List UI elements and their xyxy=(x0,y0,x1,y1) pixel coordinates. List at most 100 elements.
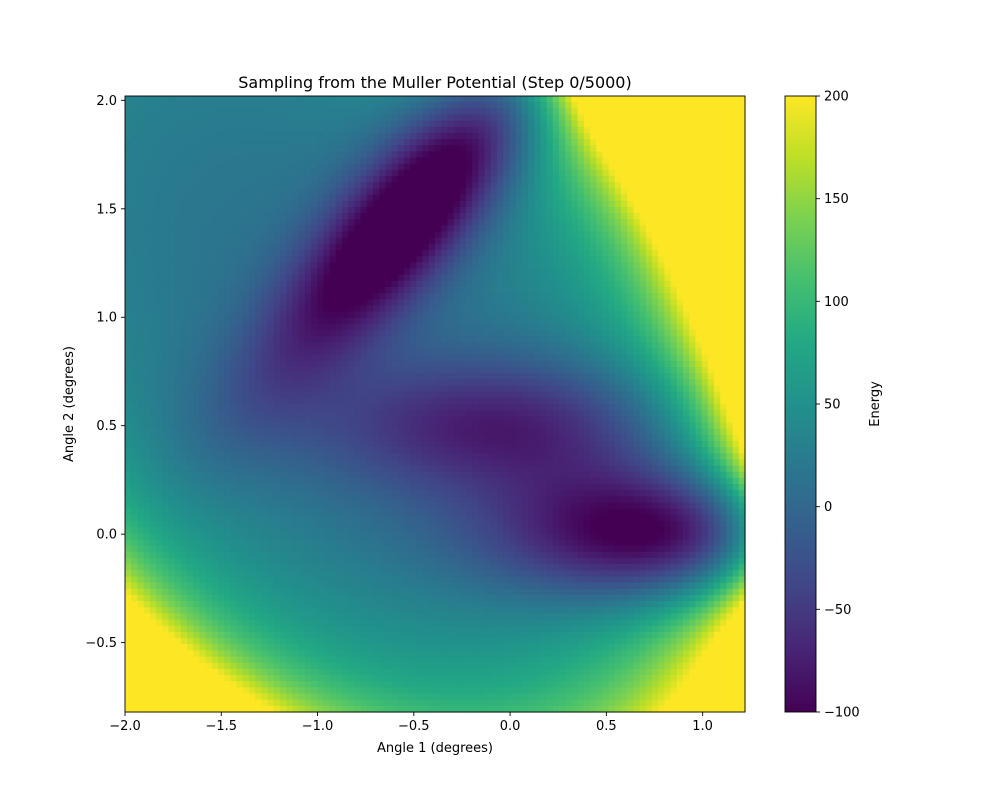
heatmap-cell xyxy=(224,311,231,319)
heatmap-cell xyxy=(689,330,696,337)
heatmap-cell xyxy=(286,102,293,109)
heatmap-cell xyxy=(577,311,585,319)
heatmap-cell xyxy=(342,256,349,263)
heatmap-cell xyxy=(348,151,355,159)
heatmap-cell xyxy=(211,182,219,189)
heatmap-cell xyxy=(317,262,324,270)
heatmap-cell xyxy=(168,151,176,159)
heatmap-cell xyxy=(174,311,182,319)
heatmap-cell xyxy=(639,305,647,313)
heatmap-cell xyxy=(180,385,188,393)
heatmap-cell xyxy=(156,299,163,307)
heatmap-cell xyxy=(329,348,337,356)
heatmap-cell xyxy=(385,139,393,146)
heatmap-cell xyxy=(732,250,740,257)
heatmap-cell xyxy=(180,348,188,356)
heatmap-cell xyxy=(249,151,256,159)
heatmap-cell xyxy=(404,151,411,159)
heatmap-cell xyxy=(397,194,405,202)
heatmap-cell xyxy=(639,243,647,251)
heatmap-cell xyxy=(441,330,448,337)
heatmap-cell xyxy=(472,213,479,220)
heatmap-cell xyxy=(664,151,672,159)
heatmap-cell xyxy=(280,262,287,270)
heatmap-cell xyxy=(503,188,510,196)
heatmap-cell xyxy=(720,354,727,362)
heatmap-cell xyxy=(224,262,231,270)
heatmap-cell xyxy=(676,182,684,189)
heatmap-cell xyxy=(230,262,238,270)
heatmap-cell xyxy=(199,250,207,257)
heatmap-cell xyxy=(218,256,225,263)
heatmap-cell xyxy=(490,157,498,165)
heatmap-cell xyxy=(720,237,727,245)
heatmap-cell xyxy=(199,367,207,374)
heatmap-cell xyxy=(373,102,380,109)
heatmap-cell xyxy=(670,286,678,294)
heatmap-cell xyxy=(168,102,176,109)
heatmap-cell xyxy=(521,243,529,251)
heatmap-cell xyxy=(125,206,132,214)
heatmap-cell xyxy=(459,330,467,337)
heatmap-cell xyxy=(379,157,386,165)
heatmap-cell xyxy=(224,145,231,153)
heatmap-cell xyxy=(317,169,324,177)
heatmap-cell xyxy=(211,169,219,177)
heatmap-cell xyxy=(205,182,213,189)
heatmap-cell xyxy=(342,139,349,146)
heatmap-cell xyxy=(689,157,696,165)
heatmap-cell xyxy=(323,225,331,233)
heatmap-cell xyxy=(224,169,231,177)
heatmap-cell xyxy=(521,250,529,257)
heatmap-cell xyxy=(162,397,169,405)
heatmap-cell xyxy=(273,132,281,140)
heatmap-cell xyxy=(335,126,343,134)
heatmap-cell xyxy=(317,126,324,134)
heatmap-cell xyxy=(193,206,200,214)
heatmap-cell xyxy=(645,342,653,350)
heatmap-cell xyxy=(528,120,535,128)
heatmap-cell xyxy=(255,225,262,233)
heatmap-cell xyxy=(137,391,145,399)
heatmap-cell xyxy=(149,163,157,171)
heatmap-cell xyxy=(509,102,517,109)
heatmap-cell xyxy=(273,293,281,300)
heatmap-cell xyxy=(397,157,405,165)
heatmap-cell xyxy=(435,96,442,103)
heatmap-cell xyxy=(738,293,746,300)
heatmap-cell xyxy=(168,373,176,380)
heatmap-cell xyxy=(509,299,517,307)
heatmap-cell xyxy=(323,108,331,116)
heatmap-cell xyxy=(466,317,473,325)
heatmap-cell xyxy=(205,367,213,374)
heatmap-cell xyxy=(738,317,746,325)
heatmap-cell xyxy=(664,169,672,177)
heatmap-cell xyxy=(714,132,721,140)
heatmap-cell xyxy=(317,120,324,128)
heatmap-cell xyxy=(373,163,380,171)
heatmap-cell xyxy=(205,188,213,196)
heatmap-cell xyxy=(497,336,504,343)
heatmap-cell xyxy=(187,169,194,177)
heatmap-cell xyxy=(286,145,293,153)
heatmap-cell xyxy=(218,342,225,350)
heatmap-cell xyxy=(676,262,684,270)
heatmap-cell xyxy=(304,102,312,109)
heatmap-cell xyxy=(168,360,176,368)
heatmap-cell xyxy=(311,330,318,337)
heatmap-cell xyxy=(373,120,380,128)
heatmap-cell xyxy=(329,367,337,374)
heatmap-cell xyxy=(726,268,734,276)
heatmap-cell xyxy=(329,157,337,165)
heatmap-cell xyxy=(602,256,610,263)
heatmap-cell xyxy=(689,348,696,356)
heatmap-cell xyxy=(645,182,653,189)
heatmap-cell xyxy=(193,225,200,233)
heatmap-cell xyxy=(683,139,690,146)
heatmap-cell xyxy=(627,132,634,140)
heatmap-cell xyxy=(534,317,541,325)
heatmap-cell xyxy=(366,108,374,116)
heatmap-cell xyxy=(732,256,740,263)
heatmap-cell xyxy=(125,311,132,319)
heatmap-cell xyxy=(459,342,467,350)
